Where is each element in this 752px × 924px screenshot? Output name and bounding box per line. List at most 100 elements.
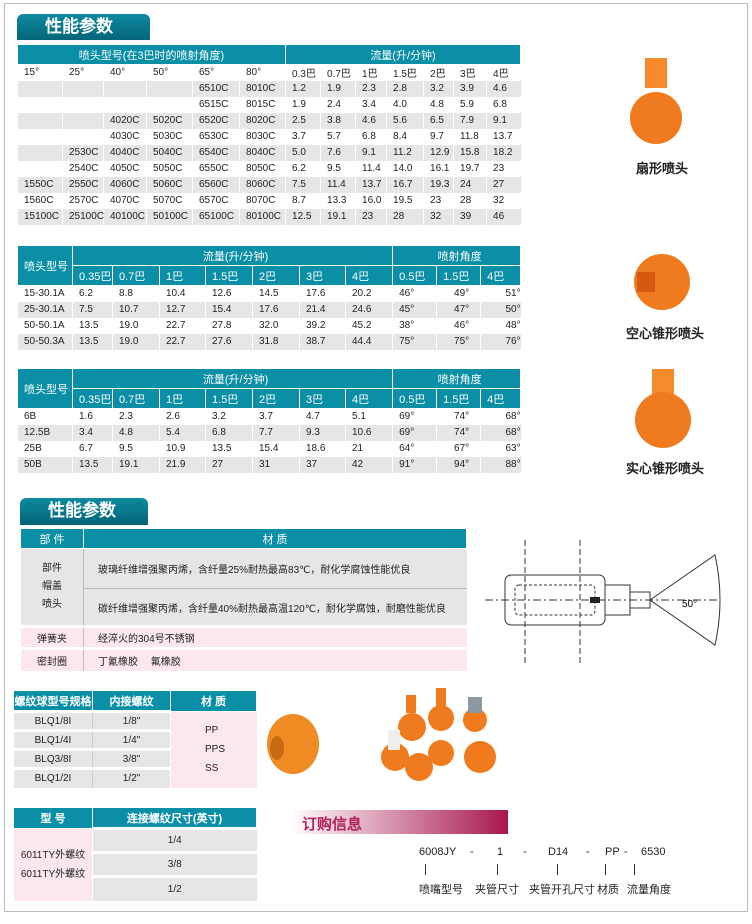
size-cell: 1/2 [92, 875, 257, 901]
table-cell: 10.7 [112, 301, 160, 318]
column-header: 0.5巴 [392, 265, 438, 286]
table-cell: 27 [205, 456, 253, 473]
table-cell [62, 96, 104, 113]
ball-image [267, 714, 319, 774]
solid-cone-table: 喷头型号 流量(升/分钟) 喷射角度 0.35巴 0.7巴 1巴 1.5巴 2巴 3巴 4巴 0.5… [17, 368, 522, 473]
table-cell: 4060C [103, 176, 147, 193]
order-code-part: D14 [548, 846, 569, 858]
table-cell: 14.0 [386, 160, 424, 177]
column-header: 1巴 [355, 64, 387, 81]
thread-cell: 1/4" [92, 729, 171, 750]
table-cell: 1.2 [285, 80, 321, 97]
table-row: 6510C 8010C 1.2 1.9 2.3 2.8 3.2 3.9 4.6 [17, 80, 521, 97]
table-cell: 68° [480, 424, 521, 441]
order-code-part: - [624, 846, 628, 858]
table-cell: 12.6 [205, 285, 253, 302]
material-item: PPS [205, 744, 226, 756]
table-cell: 1.9 [285, 96, 321, 113]
column-header: 80° [238, 64, 286, 81]
material-cell: PP PPS SS [170, 711, 257, 788]
table-cell: 23 [486, 160, 521, 177]
column-header: 25° [62, 64, 104, 81]
angle-header: 喷射角度 [392, 245, 522, 266]
table-cell: 21 [344, 440, 393, 457]
table-cell: 2.5 [285, 112, 321, 129]
table-cell: 17.6 [299, 285, 346, 302]
table-cell: 6520C [192, 112, 240, 129]
table-cell: 4020C [103, 112, 147, 129]
table-cell: 11.2 [386, 144, 424, 161]
table-row: 弹簧夹 经淬火的304号不锈钢 [20, 625, 467, 649]
table-cell: 13.5 [72, 456, 113, 473]
table-row: 密封圈 丁氰橡胶 氟橡胶 [20, 647, 467, 671]
size-cell: 3/8 [92, 851, 257, 877]
table-cell: 28 [386, 208, 424, 225]
table-cell: 7.5 [285, 176, 321, 193]
order-info-title: 订购信息 [302, 816, 363, 833]
table-cell: 6.7 [72, 440, 113, 457]
order-label: 夹管尺寸 [475, 884, 519, 896]
table-cell: 5.9 [453, 96, 487, 113]
order-code-part: - [586, 846, 590, 858]
thread-cell: 1/8" [92, 710, 171, 731]
column-header: 4巴 [486, 64, 521, 81]
table-row: BLQ1/8I 1/8" PP PPS SS [13, 710, 257, 788]
table-cell: 2540C [62, 160, 104, 177]
divider [425, 864, 426, 875]
table-cell: 3.4 [72, 424, 113, 441]
column-header: 连接螺纹尺寸(英寸) [92, 807, 257, 829]
solid-cone-image [635, 369, 691, 448]
column-header: 螺纹球型号规格 [13, 690, 93, 712]
table-row: 3/8 [14, 851, 257, 877]
table-cell: 12.7 [159, 301, 206, 318]
table-cell [62, 128, 104, 145]
order-label: 夹管开孔尺寸 [529, 884, 595, 896]
table-cell: 6.8 [486, 96, 521, 113]
table-cell: 19.0 [112, 333, 160, 350]
table-cell: 80100C [238, 208, 286, 225]
table-cell [103, 80, 147, 97]
table-cell: 2.6 [159, 408, 206, 425]
column-header: 1.5巴 [436, 388, 482, 409]
model-cell: BLQ1/2I [13, 767, 93, 788]
table-cell: 19.1 [112, 456, 160, 473]
table-cell: 7.9 [453, 112, 487, 129]
column-header: 1巴 [159, 265, 206, 286]
group-header: 流量(升/分钟) [285, 44, 522, 65]
column-header: 4巴 [344, 265, 394, 286]
table-cell: 6.8 [205, 424, 253, 441]
table-cell: 76° [480, 333, 521, 350]
column-header: 4巴 [480, 265, 522, 286]
table-cell: 32.0 [252, 317, 300, 334]
table-cell: 21.4 [299, 301, 346, 318]
table-cell: 4040C [103, 144, 147, 161]
table-cell: 3.7 [252, 408, 300, 425]
table-cell: 6550C [192, 160, 240, 177]
fan-nozzle-table: 喷头型号(在3巴时的喷射角度) 流量(升/分钟) 15° 25° 40° 50° 65° 80… [16, 44, 522, 225]
table-cell [146, 96, 193, 113]
divider [605, 864, 606, 875]
order-label: 材质 [597, 884, 619, 896]
column-header: 0.5巴 [392, 388, 438, 409]
table-cell: 5060C [146, 176, 193, 193]
table-cell: 22.7 [159, 317, 206, 334]
model-cell: BLQ3/8I [13, 748, 93, 769]
table-cell: 15-30.1A [17, 285, 73, 302]
order-code-part: 6530 [641, 846, 666, 858]
table-cell: 8.7 [285, 192, 321, 209]
material-text: 丁氰橡胶 氟橡胶 [83, 647, 467, 671]
table-cell: 5070C [146, 192, 193, 209]
table-cell: 1560C [17, 192, 63, 209]
table-cell: 7.6 [320, 144, 356, 161]
table-cell: 4.8 [423, 96, 454, 113]
table-row: 6011TY外螺纹 6011TY外螺纹 1/4 [13, 827, 257, 901]
column-header: 1.5巴 [205, 388, 253, 409]
table-cell: 11.4 [320, 176, 356, 193]
column-header: 3巴 [299, 265, 346, 286]
table-cell [17, 144, 63, 161]
table-cell: 23 [355, 208, 387, 225]
table-cell: 8010C [238, 80, 286, 97]
table-cell: 74° [436, 424, 481, 441]
table-cell [62, 80, 104, 97]
table-cell: 5.6 [386, 112, 424, 129]
